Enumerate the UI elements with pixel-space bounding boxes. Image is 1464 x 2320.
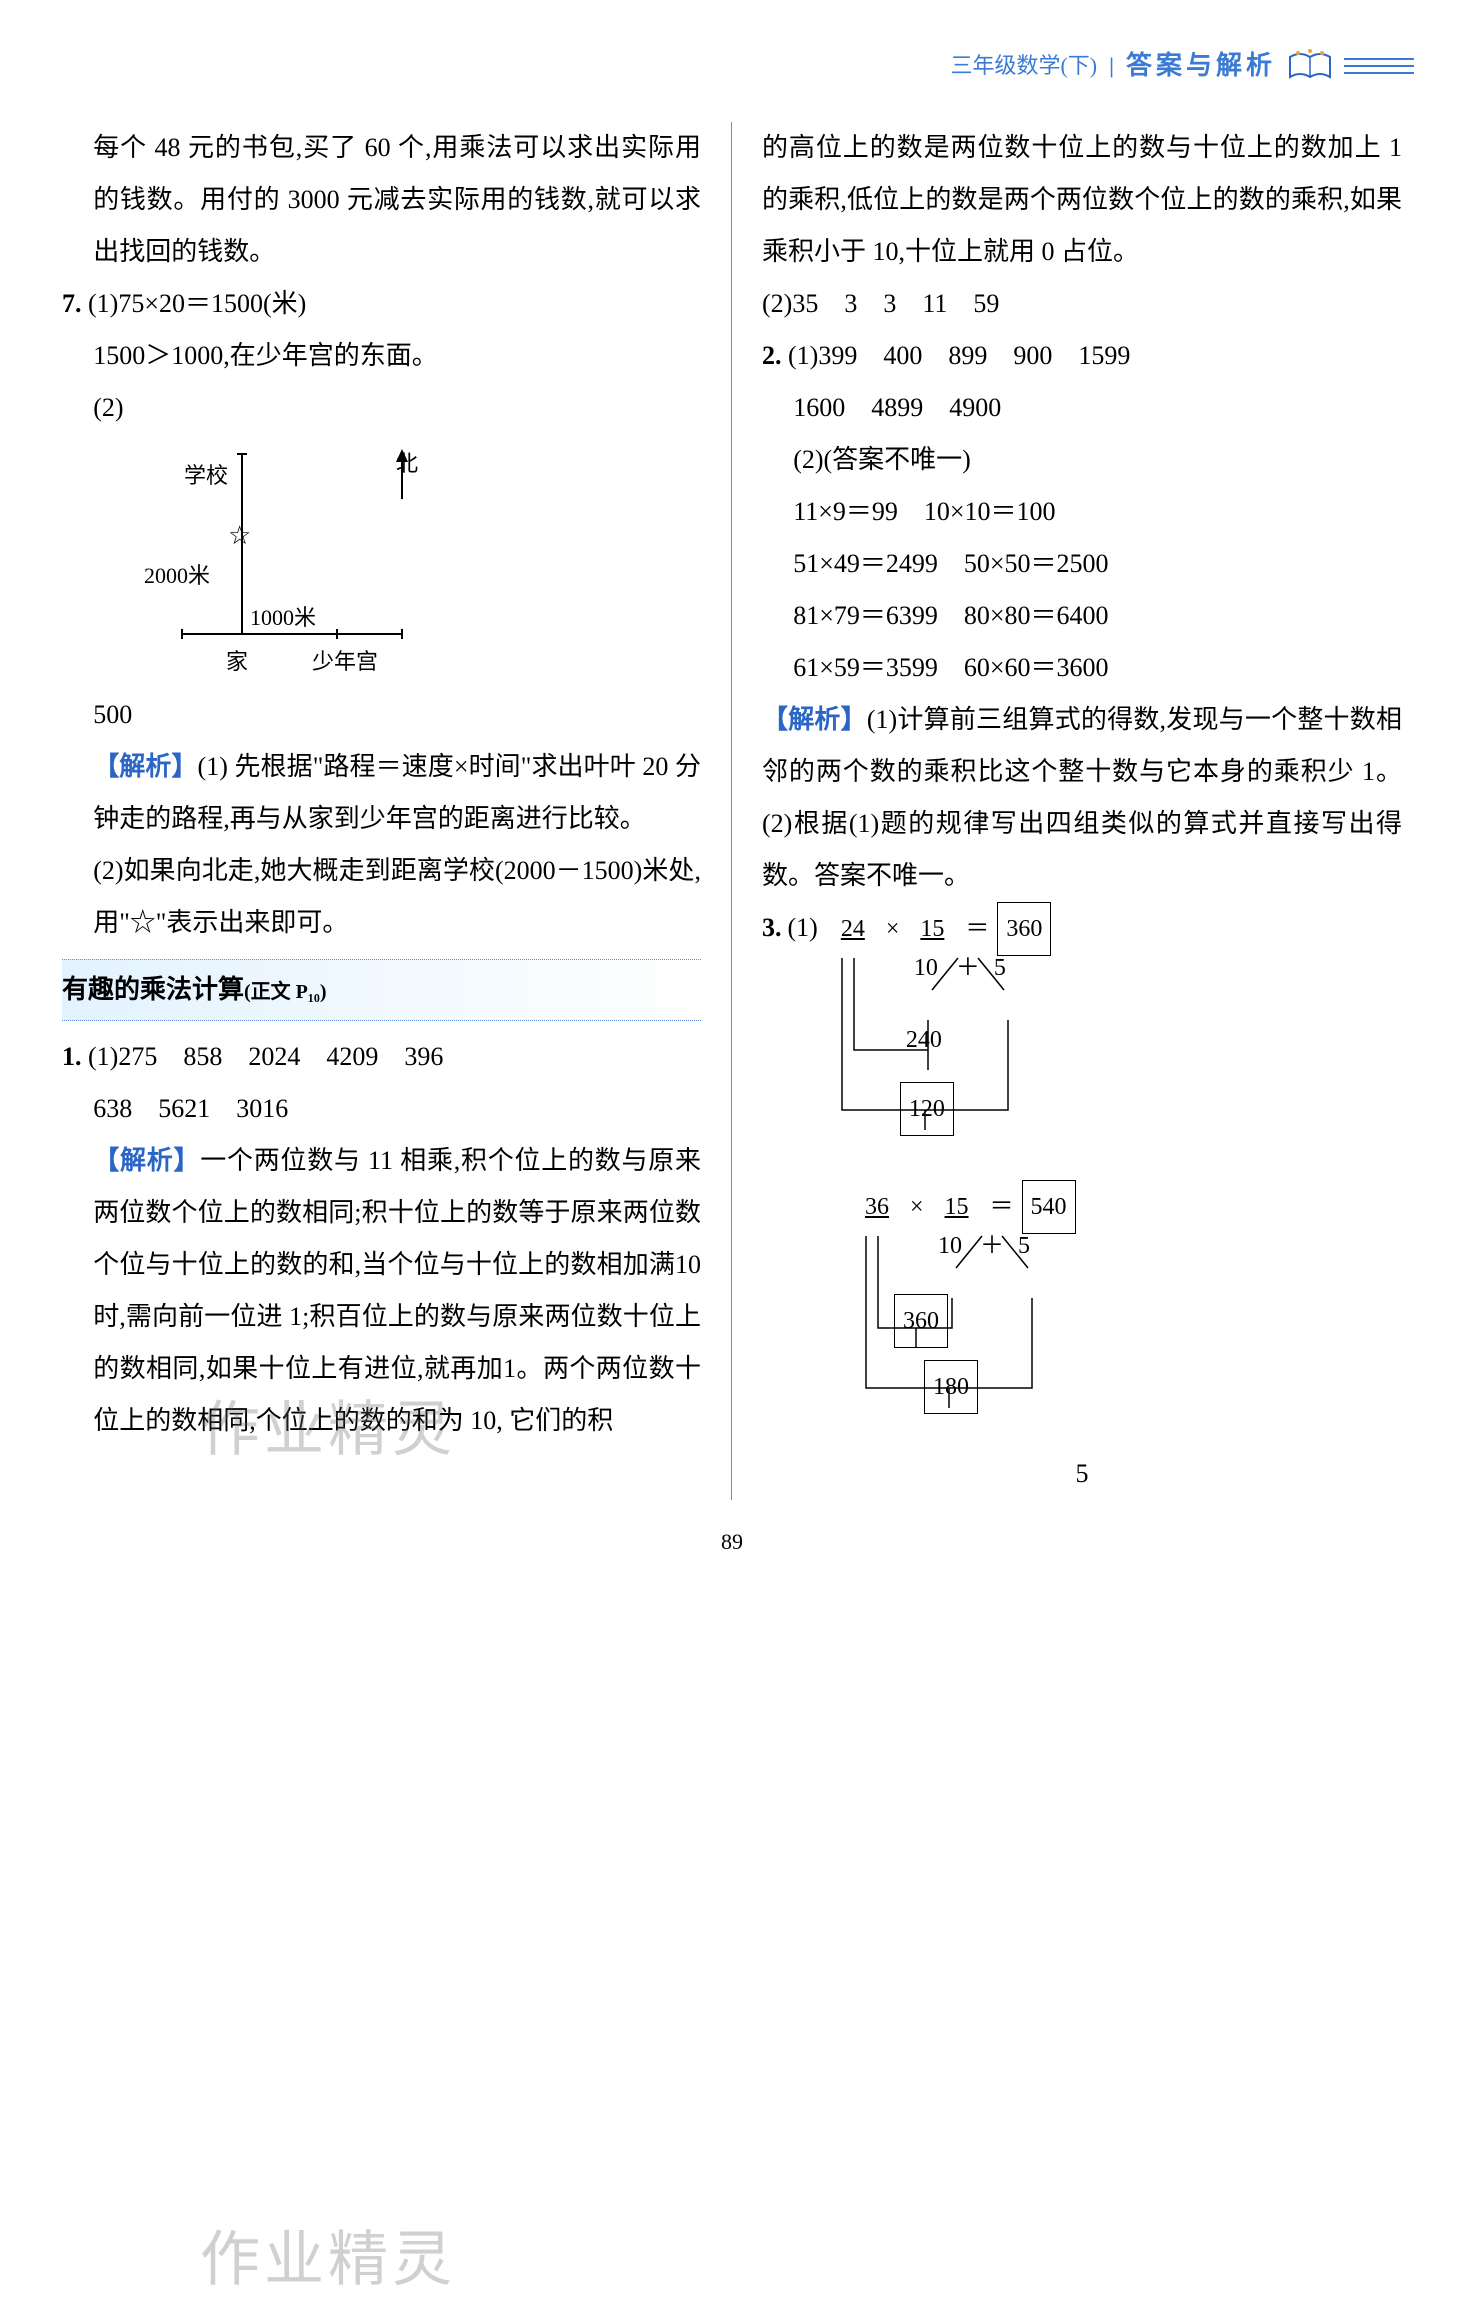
section-ref: (正文 P₁₀) xyxy=(244,981,327,1003)
q2-2b: 11×9＝99 10×10＝100 xyxy=(762,486,1402,538)
q2-2d: 81×79＝6399 80×80＝6400 xyxy=(762,590,1402,642)
q7-line1b: 1500＞1000,在少年宫的东面。 xyxy=(62,330,701,382)
page-number: 89 xyxy=(50,1520,1414,1564)
tree-diagram-2: 36 × 15 ＝ 540 10 ＋ 5 360 180 xyxy=(852,1180,1402,1428)
q7-label: 7. xyxy=(62,289,82,318)
star-icon: ☆ xyxy=(228,510,251,562)
t2-b1: 10 xyxy=(938,1222,962,1270)
q1-1b: 638 5621 3016 xyxy=(62,1083,701,1135)
header-subject: 三年级数学(下) xyxy=(950,44,1097,88)
t1-prod1: 240 xyxy=(906,1016,942,1064)
analysis-label-3: 【解析】 xyxy=(762,705,867,734)
right-column: 的高位上的数是两位数十位上的数与十位上的数加上 1 的乘积,低位上的数是两个两位… xyxy=(732,122,1414,1500)
q2-analysis: 【解析】(1)计算前三组算式的得数,发现与一个整十数相邻的两个数的乘积比这个整十… xyxy=(762,694,1402,902)
map-diagram: 北 学校 ☆ 2000米 1000米 家 少年宫 xyxy=(122,444,442,684)
t1-prod2: 120 xyxy=(900,1082,954,1136)
t2-b2: 5 xyxy=(1018,1222,1030,1270)
tree-diagram-1: 24 × 15 ＝ 360 10 ＋ 5 xyxy=(828,902,1148,1150)
q2-2a: (2)(答案不唯一) xyxy=(762,434,1402,486)
q2-label: 2. xyxy=(762,341,782,370)
left-intro: 每个 48 元的书包,买了 60 个,用乘法可以求出实际用的钱数。用付的 300… xyxy=(62,122,701,278)
t2-op: × xyxy=(910,1183,924,1231)
page-header: 三年级数学(下) | 答案与解析 xyxy=(50,40,1414,92)
q1: 1. (1)275 858 2024 4209 396 xyxy=(62,1031,701,1083)
t1-a: 24 xyxy=(828,905,878,953)
analysis-label-2: 【解析】 xyxy=(93,1146,200,1175)
dist-1000: 1000米 xyxy=(250,596,316,640)
t2-plus: ＋ xyxy=(980,1222,1004,1270)
t2-a: 36 xyxy=(852,1183,902,1231)
q7-1: (1)75×20＝1500(米) xyxy=(88,289,306,318)
right-bottom5: 5 xyxy=(762,1448,1402,1500)
q1-analysis: 【解析】一个两位数与 11 相乘,积个位上的数与原来两位数个位上的数相同;积十位… xyxy=(62,1135,701,1447)
school-label: 学校 xyxy=(184,454,228,498)
dist-2000: 2000米 xyxy=(144,554,210,598)
q7-ana2: (2)如果向北走,她大概走到距离学校(2000－1500)米处,用"☆"表示出来… xyxy=(62,845,701,949)
q3-label: 3. xyxy=(762,902,782,1170)
q1-ana-text: 一个两位数与 11 相乘,积个位上的数与原来两位数个位上的数相同;积十位上的数等… xyxy=(93,1146,701,1435)
section-text: 有趣的乘法计算 xyxy=(62,975,244,1004)
t1-b2: 5 xyxy=(994,944,1006,992)
q7-analysis: 【解析】(1) 先根据"路程＝速度×时间"求出叶叶 20 分钟走的路程,再与从家… xyxy=(62,741,701,845)
home-label: 家 xyxy=(226,640,248,684)
q2-1a: (1)399 400 899 900 1599 xyxy=(788,341,1130,370)
t1-op: × xyxy=(886,905,900,953)
q1-label: 1. xyxy=(62,1042,82,1071)
youth-label: 少年宫 xyxy=(312,640,378,684)
q7-2-label: (2) xyxy=(62,382,124,434)
q1-2: (2)35 3 3 11 59 xyxy=(762,278,1402,330)
t1-plus: ＋ xyxy=(956,944,980,992)
q7-line1: 7. (1)75×20＝1500(米) xyxy=(62,278,701,330)
q2-1b: 1600 4899 4900 xyxy=(762,382,1402,434)
analysis-label: 【解析】 xyxy=(93,752,197,781)
section-title: 有趣的乘法计算(正文 P₁₀) xyxy=(62,959,701,1021)
t1-b1: 10 xyxy=(914,944,938,992)
q7-500: 500 xyxy=(62,689,701,741)
content-columns: 每个 48 元的书包,买了 60 个,用乘法可以求出实际用的钱数。用付的 300… xyxy=(50,122,1414,1500)
q2: 2. (1)399 400 899 900 1599 xyxy=(762,330,1402,382)
right-cont1: 的高位上的数是两位数十位上的数与十位上的数加上 1 的乘积,低位上的数是两个两位… xyxy=(762,122,1402,278)
q2-2c: 51×49＝2499 50×50＝2500 xyxy=(762,538,1402,590)
header-lines-icon xyxy=(1344,56,1414,76)
t2-prod1: 360 xyxy=(894,1294,948,1348)
left-column: 每个 48 元的书包,买了 60 个,用乘法可以求出实际用的钱数。用付的 300… xyxy=(50,122,732,1500)
header-sep: | xyxy=(1109,44,1114,88)
header-title: 答案与解析 xyxy=(1126,40,1276,92)
q1-1a: (1)275 858 2024 4209 396 xyxy=(88,1042,443,1071)
q2-2e: 61×59＝3599 60×60＝3600 xyxy=(762,642,1402,694)
q3-1: (1) xyxy=(788,902,818,1170)
book-icon xyxy=(1288,49,1332,83)
t2-prod2: 180 xyxy=(924,1360,978,1414)
north-label: 北 xyxy=(396,442,418,486)
watermark-2: 作业精灵 xyxy=(200,2200,456,2320)
